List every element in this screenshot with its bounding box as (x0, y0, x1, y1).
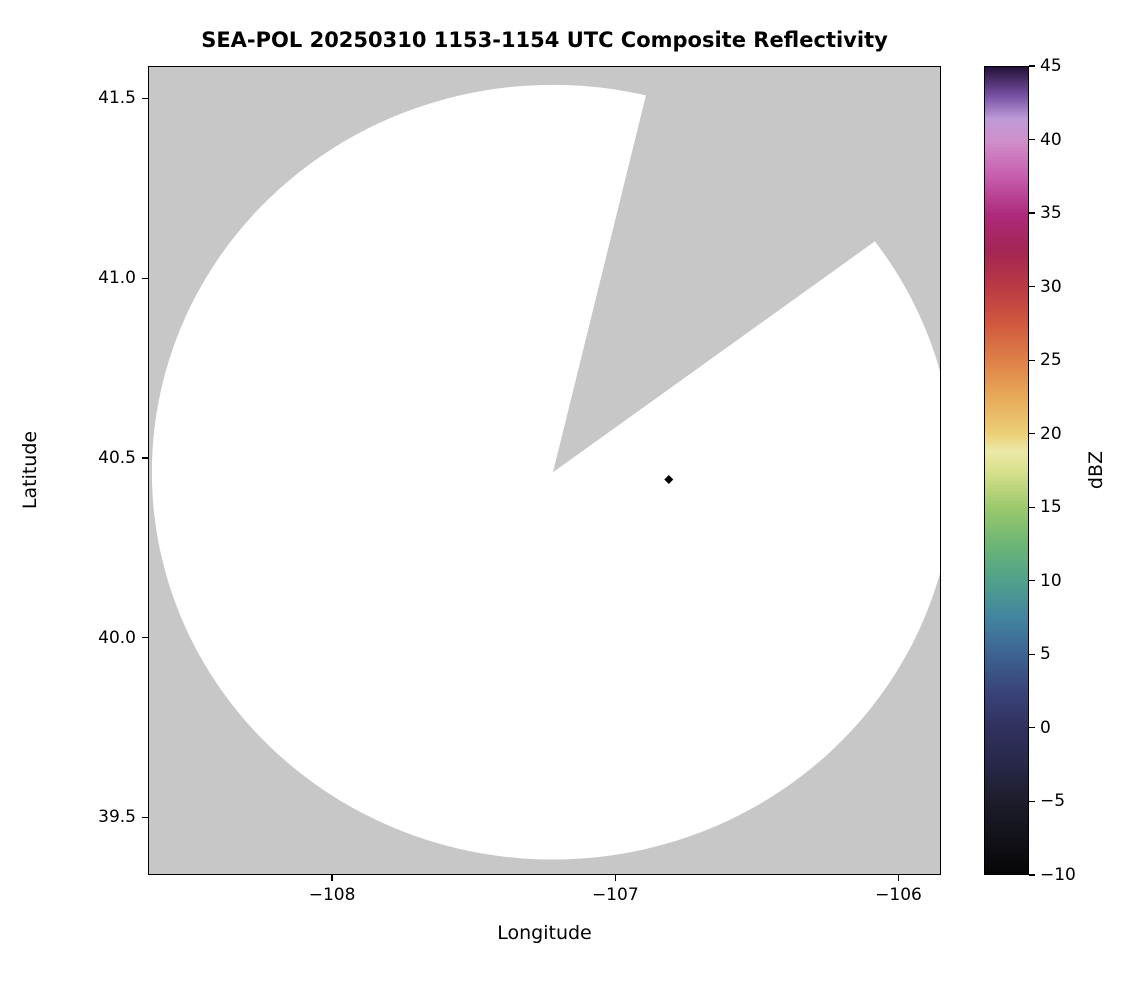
colorbar-tick-label: −5 (1040, 791, 1066, 812)
radar-coverage-area (151, 84, 940, 860)
colorbar-tick-label: 40 (1040, 129, 1062, 150)
colorbar-tick-mark (1029, 433, 1035, 435)
x-axis-label: Longitude (497, 922, 592, 944)
x-tick-label: −106 (875, 885, 922, 905)
y-axis-label: Latitude (19, 430, 41, 510)
colorbar-tick-mark (1029, 800, 1035, 803)
colorbar-tick-label: 5 (1040, 644, 1051, 665)
colorbar-gradient (985, 67, 1028, 874)
colorbar-tick-label: 20 (1040, 423, 1062, 444)
colorbar-tick-label: 10 (1040, 570, 1062, 591)
colorbar-tick-label: 45 (1040, 56, 1062, 76)
radar-site-marker (664, 474, 674, 484)
colorbar-tick-mark (1029, 359, 1035, 361)
colorbar-tick-mark (1029, 653, 1035, 655)
plot-area (148, 66, 941, 875)
x-tick-label: −108 (308, 885, 356, 905)
colorbar-tick-mark (1029, 212, 1035, 214)
colorbar-label: dBZ (1085, 450, 1107, 490)
chart-title: SEA-POL 20250310 1153-1154 UTC Composite… (201, 28, 888, 52)
x-tick-mark (897, 875, 900, 881)
radar-plot-svg (151, 84, 940, 860)
colorbar-tick-label: 15 (1040, 497, 1062, 518)
y-tick-label: 41.5 (98, 88, 136, 109)
colorbar (984, 66, 1029, 875)
colorbar-tick-label: 25 (1040, 350, 1062, 371)
colorbar-tick-mark (1029, 727, 1035, 729)
colorbar-tick-mark (1029, 506, 1035, 508)
colorbar-tick-label: 30 (1040, 276, 1062, 297)
colorbar-tick-mark (1029, 874, 1035, 876)
y-tick-label: 41.0 (98, 268, 136, 289)
y-tick-label: 40.0 (98, 627, 136, 648)
y-tick-label: 40.5 (98, 447, 136, 468)
y-tick-label: 39.5 (98, 807, 136, 828)
x-tick-mark (614, 875, 616, 881)
colorbar-tick-label: 35 (1040, 203, 1062, 224)
x-tick-label: −107 (591, 885, 639, 905)
colorbar-tick-label: 0 (1040, 717, 1051, 738)
x-tick-mark (331, 875, 333, 881)
colorbar-tick-mark (1029, 580, 1035, 582)
colorbar-tick-label: −10 (1040, 865, 1076, 885)
colorbar-tick-mark (1029, 65, 1035, 67)
colorbar-tick-mark (1029, 138, 1035, 141)
colorbar-tick-mark (1029, 286, 1035, 288)
